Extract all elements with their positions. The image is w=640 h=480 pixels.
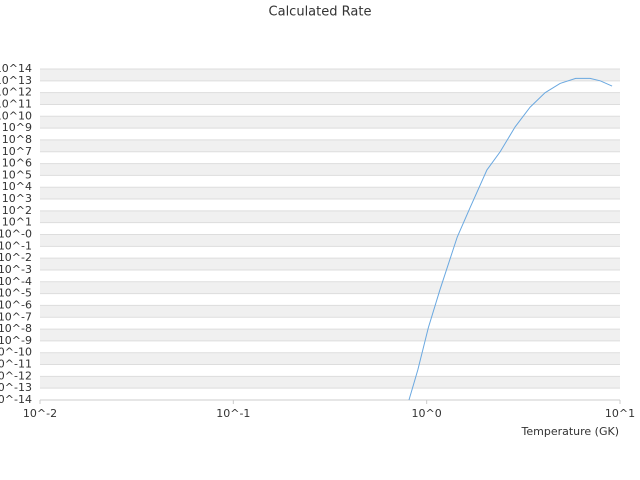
x-tick-label: 10^1 xyxy=(605,407,635,420)
y-tick-label: 10^2 xyxy=(2,204,32,217)
grid-band xyxy=(40,92,620,105)
y-tick-label: 10^-5 xyxy=(0,287,32,300)
data-line xyxy=(408,77,613,401)
y-tick-label: 10^-2 xyxy=(0,251,32,264)
y-tick-label: 10^-3 xyxy=(0,263,32,276)
y-tick-label: 10^-13 xyxy=(0,381,32,394)
grid-band xyxy=(40,116,620,129)
y-tick-label: 10^-12 xyxy=(0,369,32,382)
y-tick-label: 10^14 xyxy=(0,62,32,75)
grid-band xyxy=(40,376,620,389)
y-tick-label: 10^-6 xyxy=(0,298,32,311)
y-tick-label: 10^-0 xyxy=(0,228,32,241)
y-tick-label: 10^8 xyxy=(2,133,32,146)
grid-band xyxy=(40,234,620,247)
y-tick-label: 10^-11 xyxy=(0,358,32,371)
y-tick-label: 10^4 xyxy=(2,180,32,193)
chart-title: Calculated Rate xyxy=(269,5,372,20)
grid-band xyxy=(40,281,620,294)
y-tick-label: 10^5 xyxy=(2,168,32,181)
y-tick-label: 10^-8 xyxy=(0,322,32,335)
y-tick-label: 10^-14 xyxy=(0,393,32,406)
y-tick-label: 10^12 xyxy=(0,86,32,99)
y-tick-label: 10^6 xyxy=(2,157,32,170)
y-tick-label: 10^3 xyxy=(2,192,32,205)
grid-band xyxy=(40,305,620,318)
x-tick-label: 10^-2 xyxy=(23,407,57,420)
y-tick-label: 10^-9 xyxy=(0,334,32,347)
y-tick-label: 10^-10 xyxy=(0,346,32,359)
y-tick-label: 10^9 xyxy=(2,121,32,134)
grid-band xyxy=(40,258,620,270)
grid-band xyxy=(40,69,620,81)
x-tick-label: 10^0 xyxy=(412,407,442,420)
grid-band xyxy=(40,139,620,152)
y-tick-label: 10^1 xyxy=(2,216,32,229)
y-tick-label: 10^13 xyxy=(0,74,32,87)
x-tick-label: 10^-1 xyxy=(216,407,250,420)
y-tick-label: 10^7 xyxy=(2,145,32,158)
x-axis-label: Temperature (GK) xyxy=(521,425,620,438)
y-tick-label: 10^-7 xyxy=(0,310,32,323)
grid-band xyxy=(40,352,620,365)
y-tick-label: 10^-4 xyxy=(0,275,32,288)
grid-band xyxy=(40,210,620,223)
grid-band xyxy=(40,187,620,200)
y-tick-label: 10^11 xyxy=(0,97,32,110)
grid-band xyxy=(40,163,620,176)
y-tick-label: 10^-1 xyxy=(0,239,32,252)
y-tick-label: 10^10 xyxy=(0,109,32,122)
grid-band xyxy=(40,329,620,341)
